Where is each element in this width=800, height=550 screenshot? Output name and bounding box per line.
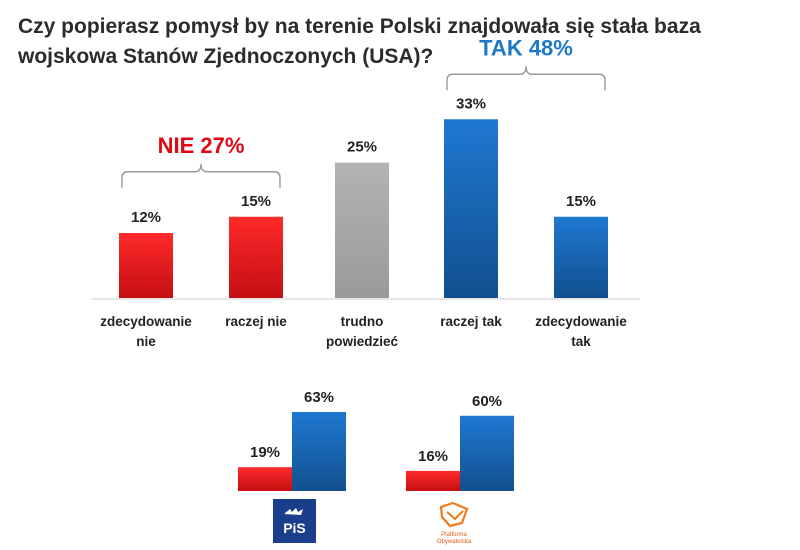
party-logos: PiS Platforma Obywatelska <box>273 499 472 545</box>
category-label: raczej nie <box>225 314 287 329</box>
bar <box>554 216 608 298</box>
value-label: 15% <box>241 193 271 210</box>
category-label: tak <box>571 334 591 349</box>
pis-logo: PiS <box>273 499 316 543</box>
group-bracket <box>121 163 281 188</box>
chart-title: Czy popierasz pomysł by na terenie Polsk… <box>18 15 701 68</box>
bar <box>119 233 173 298</box>
category-label: zdecydowanie <box>100 314 192 329</box>
party-value-label: 60% <box>472 393 502 410</box>
party-value-label: 19% <box>250 444 280 461</box>
category-label: nie <box>136 334 156 349</box>
party-bar <box>406 470 460 491</box>
category-label: raczej tak <box>440 314 502 329</box>
value-label: 15% <box>566 193 596 210</box>
category-label: trudno <box>341 314 384 329</box>
bar <box>229 216 283 298</box>
group-label: TAK 48% <box>479 35 573 60</box>
svg-text:PiS: PiS <box>283 520 306 536</box>
value-label: 12% <box>131 209 161 226</box>
party-bar <box>238 467 292 491</box>
value-label: 25% <box>347 139 377 156</box>
party-value-label: 16% <box>418 448 448 465</box>
party-bar <box>292 412 346 491</box>
bar <box>335 162 389 298</box>
svg-text:Platforma: Platforma <box>441 532 467 538</box>
value-label: 33% <box>456 95 486 112</box>
svg-text:Obywatelska: Obywatelska <box>437 539 472 545</box>
bar <box>444 119 498 298</box>
group-label: NIE 27% <box>158 133 245 158</box>
party-value-label: 63% <box>304 389 334 406</box>
po-logo: Platforma Obywatelska <box>437 501 472 545</box>
party-bar <box>460 415 514 491</box>
main-bar-chart: 12% zdecydowanie nie 15% raczej nie 25% trudno… <box>92 35 640 349</box>
category-label: powiedzieć <box>326 334 399 349</box>
group-bracket <box>446 66 606 91</box>
party-bar-chart: 19% 16% 63% 60% <box>238 389 514 491</box>
category-label: zdecydowanie <box>535 314 627 329</box>
